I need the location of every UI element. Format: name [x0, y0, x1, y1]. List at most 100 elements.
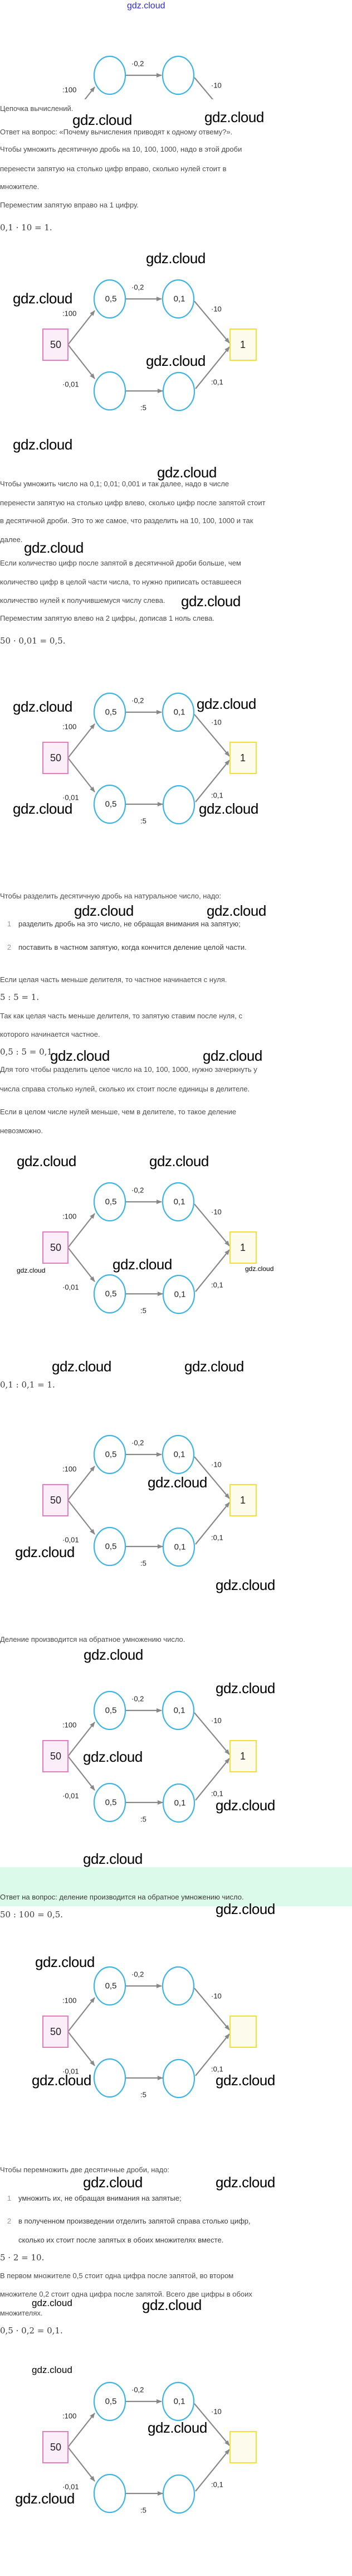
arrow-mul001 — [67, 1500, 95, 1535]
rule-line: Так как целая часть меньше делителя, то … — [0, 1012, 242, 1020]
arrow-mul001 — [67, 2447, 95, 2482]
node-value-bottom1: 0,5 — [105, 1798, 117, 1807]
list-number: 1 — [7, 2194, 12, 2202]
node-value-top2: 0,1 — [174, 1197, 185, 1207]
start-value: 50 — [50, 339, 61, 350]
watermark: gdz.cloud — [216, 1680, 275, 1697]
arrow-div01 — [195, 1249, 230, 1292]
arrow-div100 — [67, 1213, 95, 1248]
result-box — [229, 2431, 257, 2463]
edge-label-div01: :0,1 — [211, 791, 223, 800]
watermark: gdz.cloud — [148, 2419, 207, 2436]
arrow-div100 — [84, 86, 95, 99]
watermark: gdz.cloud — [50, 1047, 110, 1064]
start-box — [42, 742, 69, 774]
edge-label-div100: :100 — [62, 723, 76, 731]
rule-intro: Чтобы перемножить две десятичные дроби, … — [0, 2166, 170, 2174]
node-bottom2 — [162, 1783, 195, 1823]
edge-label-mul10: ·10 — [211, 1461, 222, 1469]
start-box — [42, 1484, 69, 1516]
watermark: gdz.cloud — [149, 1153, 209, 1169]
watermark: gdz.cloud — [52, 1358, 111, 1375]
node-top2 — [162, 55, 195, 95]
result-box — [229, 2016, 257, 2048]
node-top2 — [162, 2381, 195, 2422]
equation: 0,1 · 10 = 1. — [0, 223, 52, 233]
arrow-div100 — [67, 310, 95, 345]
node-value-top1: 0,5 — [105, 1981, 117, 1991]
rule-line: далее. — [0, 535, 23, 544]
edge-label-div5: :5 — [140, 2506, 146, 2515]
edge-label-div100: :100 — [62, 86, 76, 94]
watermark: gdz.cloud — [15, 2490, 75, 2507]
equation: 5 : 5 = 1. — [0, 992, 40, 1002]
start-box — [42, 328, 69, 361]
node-bottom1 — [93, 2058, 126, 2098]
rule-line: Если в целом числе нулей меньше, чем в д… — [0, 1108, 237, 1116]
node-value-bottom2: 0,1 — [174, 1543, 186, 1552]
site-link[interactable]: gdz.cloud — [127, 1, 165, 11]
watermark: gdz.cloud — [24, 539, 84, 556]
list-item: 2 поставить в частном запятую, когда конч… — [0, 943, 247, 953]
edge-label-div100: :100 — [62, 1721, 76, 1729]
watermark: gdz.cloud — [157, 464, 217, 481]
node-value-top1: 0,5 — [105, 1450, 117, 1459]
node-top1 — [93, 1182, 126, 1222]
node-bottom1 — [93, 1526, 126, 1567]
result-box — [229, 328, 257, 361]
node-top2 — [162, 1966, 195, 2006]
edge-label-div01: :0,1 — [211, 2065, 223, 2074]
arrow-mul10 — [194, 714, 230, 757]
rule-line: Для того чтобы разделить целое число на … — [0, 1065, 257, 1074]
list-number: 2 — [7, 2217, 12, 2225]
arrow-mul001 — [67, 344, 95, 379]
equation: 0,5 : 5 = 0,1 — [0, 1047, 52, 1057]
edge-label-div01: :0,1 — [211, 378, 223, 386]
edge-label-div01: :0,1 — [211, 1534, 223, 1542]
equation: 50 · 0,01 = 0,5. — [0, 636, 66, 646]
computation-diagram: 0,5 0,1 50:100 ·0,2 ·10 ·0,01:5:0,1 — [0, 2380, 352, 2520]
watermark: gdz.cloud — [32, 2298, 72, 2308]
watermark: gdz.cloud — [17, 1153, 76, 1169]
arrow-mul10 — [194, 77, 214, 99]
watermark: gdz.cloud — [13, 698, 72, 715]
edge-label-div5: :5 — [140, 1815, 146, 1824]
answer-text: Ответ на вопрос: «Почему вычисления прив… — [0, 128, 233, 136]
watermark: gdz.cloud — [216, 1797, 275, 1814]
edge-label-div5: :5 — [140, 404, 146, 412]
list-number: 1 — [7, 920, 12, 928]
watermark: gdz.cloud — [83, 2174, 143, 2191]
rule-line: которого начинается частное. — [0, 1030, 100, 1038]
node-top1 — [93, 692, 126, 732]
arrow-mul10 — [194, 1988, 230, 2031]
node-top1 — [93, 1434, 126, 1475]
node-value-bottom2: 0,1 — [174, 1290, 186, 1299]
arrow-mul001 — [67, 1756, 95, 1791]
equation: 0,5 · 0,2 = 0,1. — [0, 2326, 63, 2336]
start-value: 50 — [50, 752, 61, 763]
watermark: gdz.cloud — [207, 902, 266, 919]
edge-label-mul10: ·10 — [211, 2408, 222, 2416]
watermark: gdz.cloud — [199, 800, 258, 817]
equation: 50 : 100 = 0,5. — [0, 1910, 63, 1920]
arrow-div100 — [67, 1722, 95, 1757]
edge-label-div5: :5 — [140, 817, 146, 825]
edge-label-mul02: ·0,2 — [131, 1970, 144, 1979]
edge-label-mul001: ·0,01 — [62, 2067, 79, 2076]
arrow-div01 — [195, 760, 230, 803]
start-value: 50 — [50, 1751, 61, 1762]
node-bottom1 — [93, 1782, 126, 1823]
watermark: gdz.cloud — [203, 1047, 262, 1064]
computation-diagram: 0,5 0,1 0,5 0,1 50 1:100 ·0,2 ·10 ·0,01:5:0,1 — [0, 1689, 352, 1829]
arrow-div01 — [195, 346, 230, 389]
node-top2 — [162, 692, 195, 732]
node-bottom2 — [162, 2058, 195, 2099]
start-box — [42, 1231, 69, 1264]
result-box — [229, 1484, 257, 1516]
watermark: gdz.cloud — [74, 902, 134, 919]
node-top1 — [93, 55, 126, 95]
rule-line: в десятичной дроби. Это то же самое, что… — [0, 516, 253, 525]
watermark: gdz.cloud — [204, 109, 264, 125]
computation-diagram: 0,5 0,1 0,5 0,1 50 1:100 ·0,2 ·10 ·0,01:5:0,1 — [0, 1433, 352, 1573]
